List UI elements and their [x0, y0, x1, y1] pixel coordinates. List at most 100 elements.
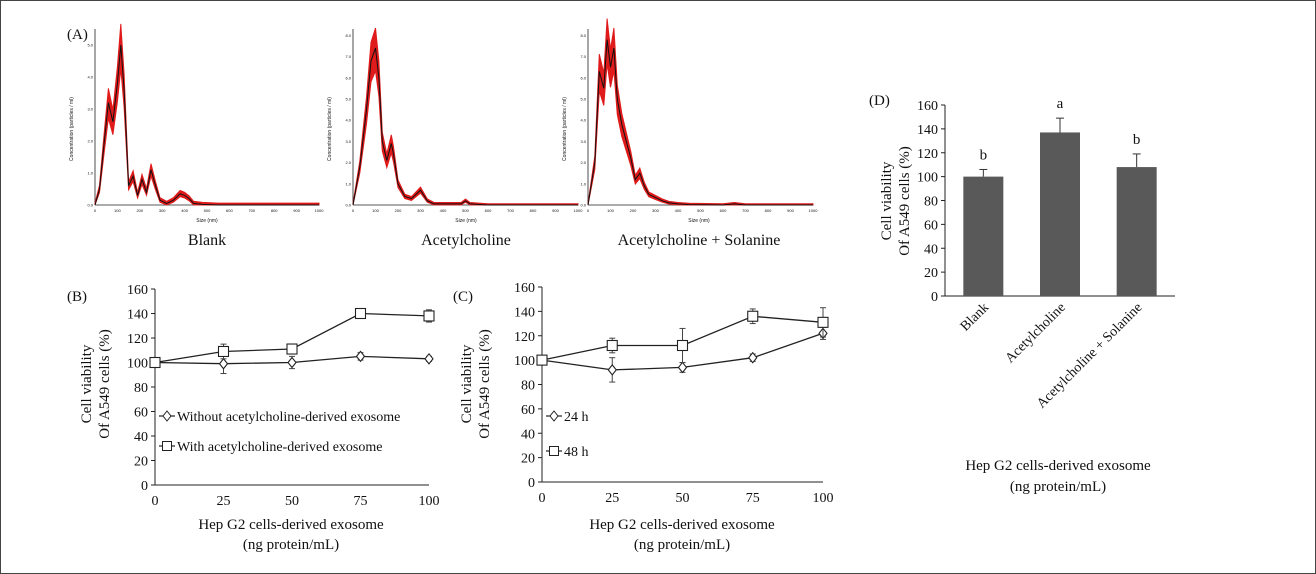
nta-blank-x-tick-label: 1000 [315, 208, 325, 213]
b-data-point [423, 310, 435, 322]
d-y-tick-label: 80 [924, 195, 938, 210]
nta-ach-x-tick-label: 1000 [574, 208, 584, 213]
nta-achsol-x-tick-label: 800 [765, 208, 772, 213]
b-ylabel-line2: Of A549 cells (%) [97, 329, 113, 439]
nta-achsol-x-tick-label: 0 [587, 208, 590, 213]
c-y-tick-label: 100 [514, 354, 535, 369]
nta-ach-y-tick-label: 7.0 [345, 54, 351, 59]
d-category-label: Blank [958, 300, 992, 334]
d-y-tick-label: 0 [931, 290, 938, 305]
c-xlabel-line2: (ng protein/mL) [634, 537, 730, 553]
nta-ach-x-tick-label: 900 [552, 208, 559, 213]
nta-caption-acetylcholine-solanine: Acetylcholine + Solanine [618, 232, 781, 249]
c-legend-label: 24 h [564, 410, 589, 425]
d-xlabel-line2: (ng protein/mL) [1010, 479, 1106, 495]
nta-ach-y-tick-label: 5.0 [345, 96, 351, 101]
c-data-point [536, 354, 548, 366]
nta-ach-x-tick-label: 600 [485, 208, 492, 213]
nta-blank-y-tick-label: 5.0 [87, 43, 93, 48]
b-ylabel-line1: Cell viability [79, 344, 95, 423]
nta-blank-x-tick-label: 300 [159, 208, 166, 213]
b-data-point [217, 345, 230, 358]
nta-achsol-y-tick-label: 4.0 [580, 118, 586, 123]
c-y-tick-label: 60 [521, 403, 535, 418]
nta-blank-x-tick-label: 900 [293, 208, 300, 213]
d-y-tick-label: 20 [924, 266, 938, 281]
nta-ach-ylabel: Concentration (particles / ml) [327, 97, 333, 161]
panel-label-c: (C) [453, 289, 473, 305]
nta-blank-x-tick-label: 200 [136, 208, 143, 213]
nta-blank-y-tick-label: 2.0 [87, 139, 93, 144]
nta-ach-x-tick-label: 800 [530, 208, 537, 213]
d-category-label: Acetylcholine [1003, 300, 1069, 366]
d-y-tick-label: 60 [924, 218, 938, 233]
d-xlabel-line1: Hep G2 cells-derived exosome [965, 458, 1151, 474]
panel-label-b: (B) [67, 289, 87, 305]
nta-ach-error-band [352, 27, 579, 206]
nta-ach-y-tick-label: 6.0 [345, 75, 351, 80]
nta-achsol-y-tick-label: 2.0 [580, 160, 586, 165]
nta-achsol-ylabel: Concentration (particles / ml) [562, 97, 568, 161]
d-y-tick-label: 40 [924, 242, 938, 257]
b-data-point [424, 352, 434, 365]
nta-achsol-mean-line [587, 39, 813, 206]
c-y-tick-label: 0 [528, 476, 535, 491]
b-x-tick-label: 25 [217, 494, 231, 509]
b-data-point [287, 356, 297, 369]
nta-ach-x-tick-label: 0 [352, 208, 355, 213]
b-y-tick-label: 60 [134, 406, 148, 421]
nta-ach-y-tick-label: 8.0 [345, 33, 351, 38]
c-data-point [817, 316, 829, 328]
b-legend-label: Without acetylcholine-derived exosome [177, 410, 400, 425]
b-series-line [154, 312, 430, 364]
b-legend-label: With acetylcholine-derived exosome [177, 440, 382, 455]
c-y-tick-label: 20 [521, 452, 535, 467]
nta-ach-y-tick-label: 3.0 [345, 139, 351, 144]
c-y-tick-label: 160 [514, 281, 535, 296]
b-data-point [354, 307, 367, 320]
nta-ach-x-tick-label: 300 [417, 208, 424, 213]
nta-blank-mean-line [94, 44, 319, 206]
nta-caption-acetylcholine: Acetylcholine [421, 232, 511, 249]
nta-ach-x-tick-label: 500 [462, 208, 469, 213]
b-legend-marker [162, 441, 172, 451]
nta-blank-x-tick-label: 400 [181, 208, 188, 213]
d-significance-label: a [1057, 96, 1064, 112]
nta-blank-ylabel: Concentration (particles / ml) [69, 97, 75, 161]
panel-label-a: (A) [67, 27, 88, 43]
c-x-tick-label: 0 [539, 491, 546, 506]
c-y-tick-label: 140 [514, 305, 535, 320]
nta-achsol-x-tick-label: 100 [607, 208, 614, 213]
nta-blank-xlabel: Size (nm) [196, 218, 218, 224]
nta-achsol-x-tick-label: 200 [630, 208, 637, 213]
nta-achsol-y-tick-label: 6.0 [580, 75, 586, 80]
c-y-tick-label: 80 [521, 379, 535, 394]
b-data-point [286, 343, 298, 355]
c-y-tick-label: 120 [514, 330, 535, 345]
c-x-tick-label: 25 [605, 491, 619, 506]
b-y-tick-label: 140 [127, 308, 148, 323]
nta-blank-x-tick-label: 800 [271, 208, 278, 213]
c-data-point [748, 351, 758, 364]
nta-ach-y-tick-label: 1.0 [345, 181, 351, 186]
b-y-tick-label: 80 [134, 381, 148, 396]
c-data-point [606, 339, 618, 352]
d-ylabel-line1: Cell viability [879, 161, 895, 240]
b-x-tick-label: 0 [152, 494, 159, 509]
nta-achsol-y-tick-label: 1.0 [580, 181, 586, 186]
nta-achsol-y-tick-label: 8.0 [580, 33, 586, 38]
b-xlabel-line1: Hep G2 cells-derived exosome [198, 517, 384, 533]
nta-achsol-error-band [587, 18, 814, 206]
nta-achsol-x-tick-label: 1000 [809, 208, 819, 213]
d-y-tick-label: 120 [917, 147, 938, 162]
d-y-tick-label: 140 [917, 123, 938, 138]
nta-achsol-x-tick-label: 500 [697, 208, 704, 213]
nta-ach-x-tick-label: 100 [372, 208, 379, 213]
b-x-tick-label: 75 [354, 494, 368, 509]
c-x-tick-label: 75 [746, 491, 760, 506]
b-data-point [218, 357, 229, 370]
panel-label-d: (D) [869, 93, 890, 109]
c-legend-label: 48 h [564, 445, 589, 460]
c-x-tick-label: 100 [813, 491, 834, 506]
